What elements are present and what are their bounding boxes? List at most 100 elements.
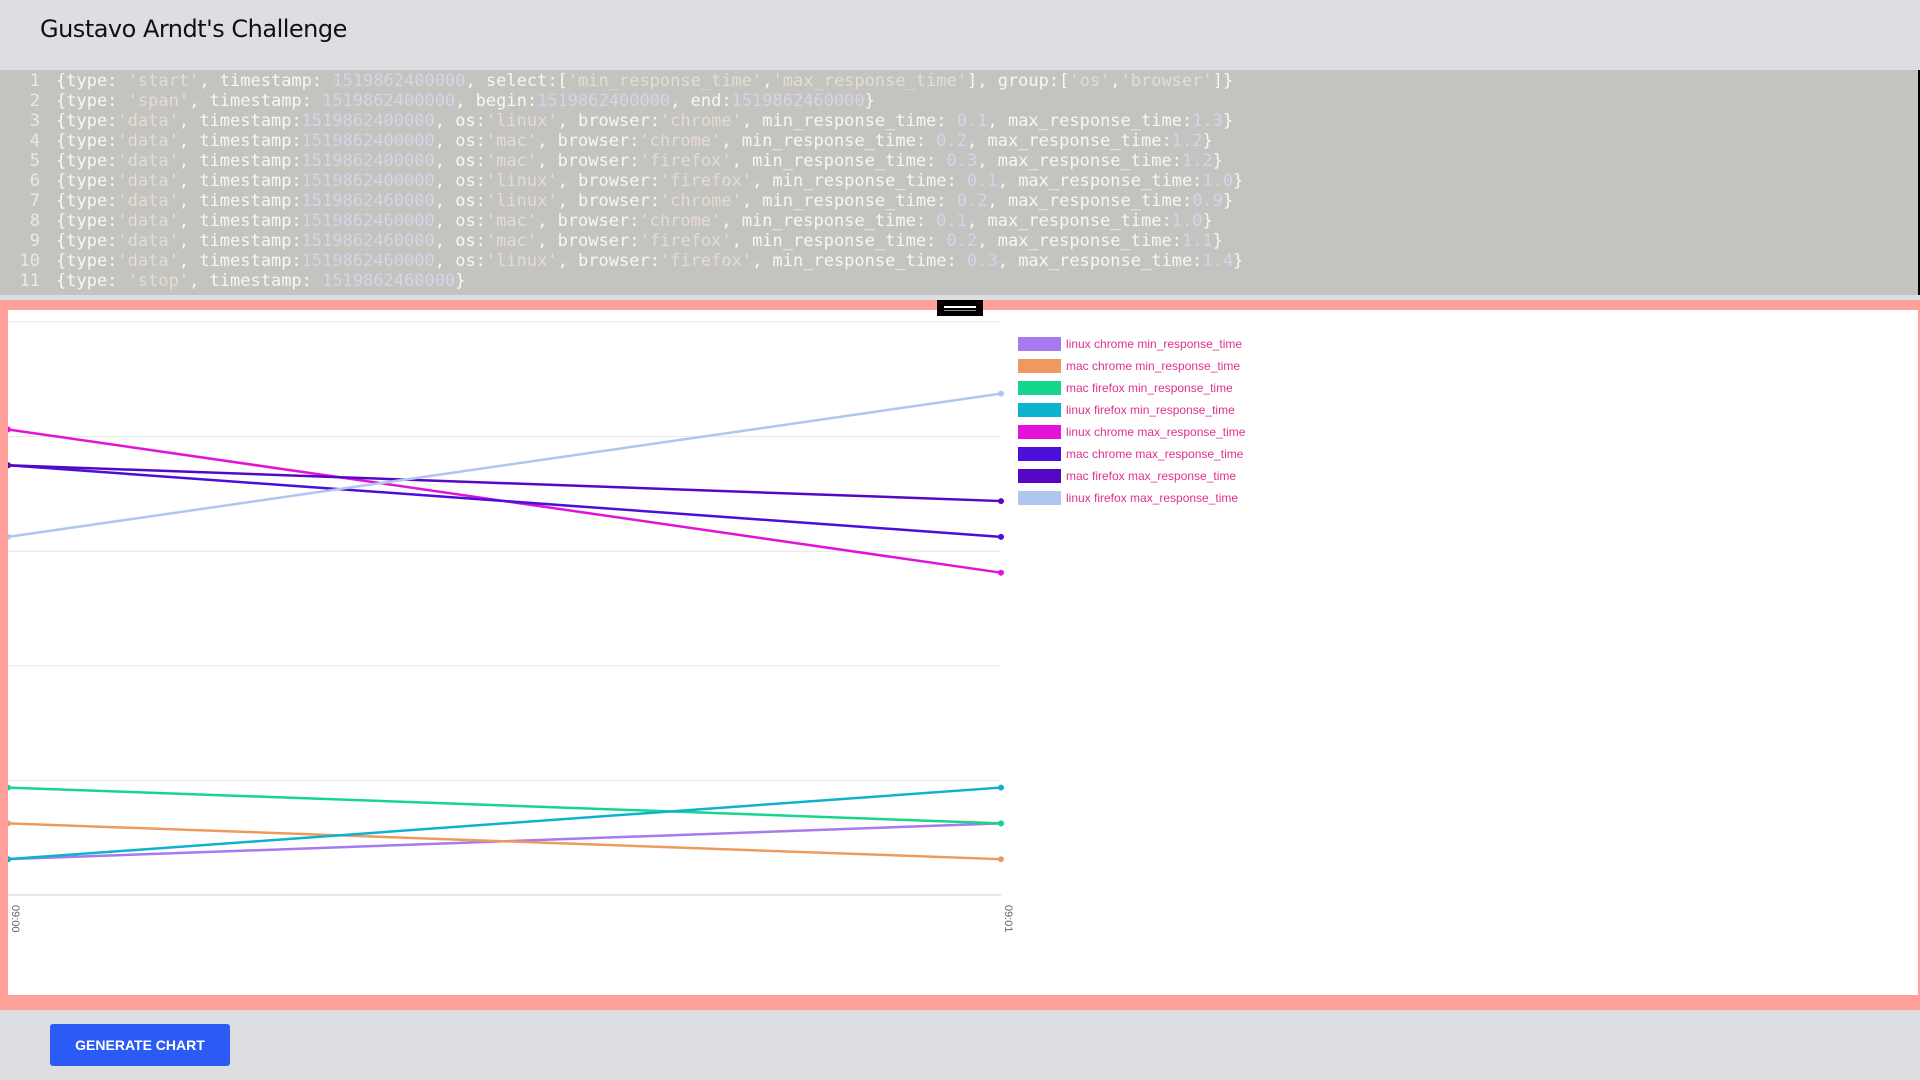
code-text: {type: 'start', timestamp: 1519862400000…	[56, 71, 1233, 91]
code-token: , timestamp:	[178, 131, 302, 151]
legend-item[interactable]: mac firefox min_response_time	[1018, 377, 1245, 399]
code-token: , os:	[434, 191, 486, 211]
legend-label: mac chrome max_response_time	[1066, 447, 1244, 461]
code-token: , timestamp:	[199, 71, 333, 91]
code-string-token: 'linux'	[485, 171, 558, 191]
code-token: , timestamp:	[178, 171, 302, 191]
code-token: }	[1212, 231, 1223, 251]
legend-item[interactable]: linux firefox max_response_time	[1018, 487, 1245, 509]
code-number-token: 0.1	[967, 171, 998, 191]
code-line[interactable]: 8 {type:'data', timestamp:1519862460000, …	[0, 211, 1213, 231]
series-line[interactable]	[8, 822, 1002, 861]
code-number-token: 1519862460000	[301, 211, 435, 231]
legend-item[interactable]: mac firefox max_response_time	[1018, 465, 1245, 487]
legend-item[interactable]: linux chrome min_response_time	[1018, 333, 1245, 355]
code-string-token: 'chrome'	[639, 131, 722, 151]
code-token: , min_response_time:	[731, 231, 947, 251]
code-token: ,	[1110, 71, 1121, 91]
code-string-token: 'mac'	[485, 211, 538, 231]
data-point[interactable]	[998, 784, 1004, 791]
line-number: 4	[29, 131, 40, 151]
data-point[interactable]	[998, 820, 1004, 827]
legend-label: linux chrome min_response_time	[1066, 337, 1243, 351]
code-line[interactable]: 1 {type: 'start', timestamp: 151986240000…	[0, 71, 1233, 91]
data-point[interactable]	[8, 820, 11, 827]
code-string-token: 'data'	[117, 211, 179, 231]
code-line[interactable]: 10 {type:'data', timestamp:1519862460000,…	[0, 251, 1244, 271]
code-token: , select:[	[465, 71, 568, 91]
code-token: , timestamp:	[189, 271, 323, 291]
code-token: ,	[762, 71, 773, 91]
x-tick-label: 09:01	[1002, 905, 1014, 933]
code-token: , min_response_time:	[752, 251, 967, 271]
legend-item[interactable]: mac chrome max_response_time	[1018, 443, 1245, 465]
code-number-token: 1.1	[1181, 231, 1213, 251]
code-number-token: 0.2	[946, 231, 978, 251]
data-point[interactable]	[998, 498, 1004, 505]
code-number-token: 1519862460000	[322, 271, 456, 291]
data-point[interactable]	[8, 856, 11, 863]
data-point[interactable]	[8, 426, 11, 433]
series-line[interactable]	[8, 464, 1002, 503]
code-number-token: 1519862400000	[301, 111, 435, 131]
legend-item[interactable]: mac chrome min_response_time	[1018, 355, 1245, 377]
series-line[interactable]	[8, 786, 1002, 861]
code-token: , end:	[670, 91, 732, 111]
code-token: {type:	[56, 211, 118, 231]
code-number-token: 1519862400000	[537, 91, 671, 111]
code-number-token: 1.4	[1202, 251, 1234, 271]
legend-item[interactable]: linux chrome max_response_time	[1018, 421, 1245, 443]
code-line[interactable]: 11 {type: 'stop', timestamp: 151986246000…	[0, 271, 466, 291]
code-text: {type:'data', timestamp:1519862400000, o…	[56, 131, 1213, 151]
data-point[interactable]	[998, 856, 1004, 863]
generate-chart-button[interactable]: GENERATE CHART	[50, 1024, 230, 1066]
code-token: , max_response_time:	[977, 231, 1182, 251]
series-line[interactable]	[8, 464, 1002, 539]
data-point[interactable]	[998, 569, 1004, 576]
code-line[interactable]: 6 {type:'data', timestamp:1519862400000, …	[0, 171, 1244, 191]
code-token: }	[1233, 171, 1244, 191]
legend-swatch	[1018, 469, 1061, 483]
data-point[interactable]	[8, 462, 11, 469]
data-point[interactable]	[998, 533, 1004, 540]
data-point[interactable]	[8, 784, 11, 791]
code-editor[interactable]: 1 {type: 'start', timestamp: 151986240000…	[0, 70, 1920, 295]
code-string-token: 'firefox'	[659, 251, 753, 271]
code-token: {type:	[56, 171, 118, 191]
legend-swatch	[1018, 491, 1061, 505]
code-token: }	[1202, 131, 1213, 151]
data-point[interactable]	[998, 390, 1004, 397]
code-line[interactable]: 2 {type: 'span', timestamp: 1519862400000…	[0, 91, 875, 111]
code-string-token: 'firefox'	[659, 171, 753, 191]
code-token: , min_response_time:	[752, 171, 967, 191]
resize-handle[interactable]	[937, 300, 983, 316]
code-line[interactable]: 9 {type:'data', timestamp:1519862460000, …	[0, 231, 1223, 251]
line-number: 5	[29, 151, 40, 171]
code-line[interactable]: 5 {type:'data', timestamp:1519862400000, …	[0, 151, 1223, 171]
line-number: 3	[29, 111, 40, 131]
code-line[interactable]: 7 {type:'data', timestamp:1519862460000, …	[0, 191, 1233, 211]
legend-item[interactable]: linux firefox min_response_time	[1018, 399, 1245, 421]
legend-label: linux chrome max_response_time	[1066, 425, 1246, 439]
code-token: , max_response_time:	[967, 211, 1172, 231]
code-line[interactable]: 3 {type:'data', timestamp:1519862400000, …	[0, 111, 1233, 131]
series-line[interactable]	[8, 786, 1002, 825]
code-string-token: 'firefox'	[639, 231, 732, 251]
code-number-token: 0.1	[956, 111, 988, 131]
code-token: , min_response_time:	[721, 211, 937, 231]
code-string-token: 'firefox'	[639, 151, 732, 171]
data-point[interactable]	[8, 533, 11, 540]
code-number-token: 1519862400000	[301, 171, 435, 191]
legend-label: linux firefox max_response_time	[1066, 491, 1239, 505]
code-line[interactable]: 4 {type:'data', timestamp:1519862400000, …	[0, 131, 1213, 151]
code-token: {type:	[56, 151, 118, 171]
code-token: , timestamp:	[178, 211, 302, 231]
code-token: , os:	[434, 211, 486, 231]
code-token: {type:	[56, 191, 118, 211]
code-token: , max_response_time:	[987, 191, 1193, 211]
series-line[interactable]	[8, 392, 1002, 539]
line-number: 11	[19, 271, 40, 291]
code-token: , browser:	[537, 211, 640, 231]
code-token: {type:	[56, 231, 118, 251]
code-number-token: 0.2	[956, 191, 988, 211]
